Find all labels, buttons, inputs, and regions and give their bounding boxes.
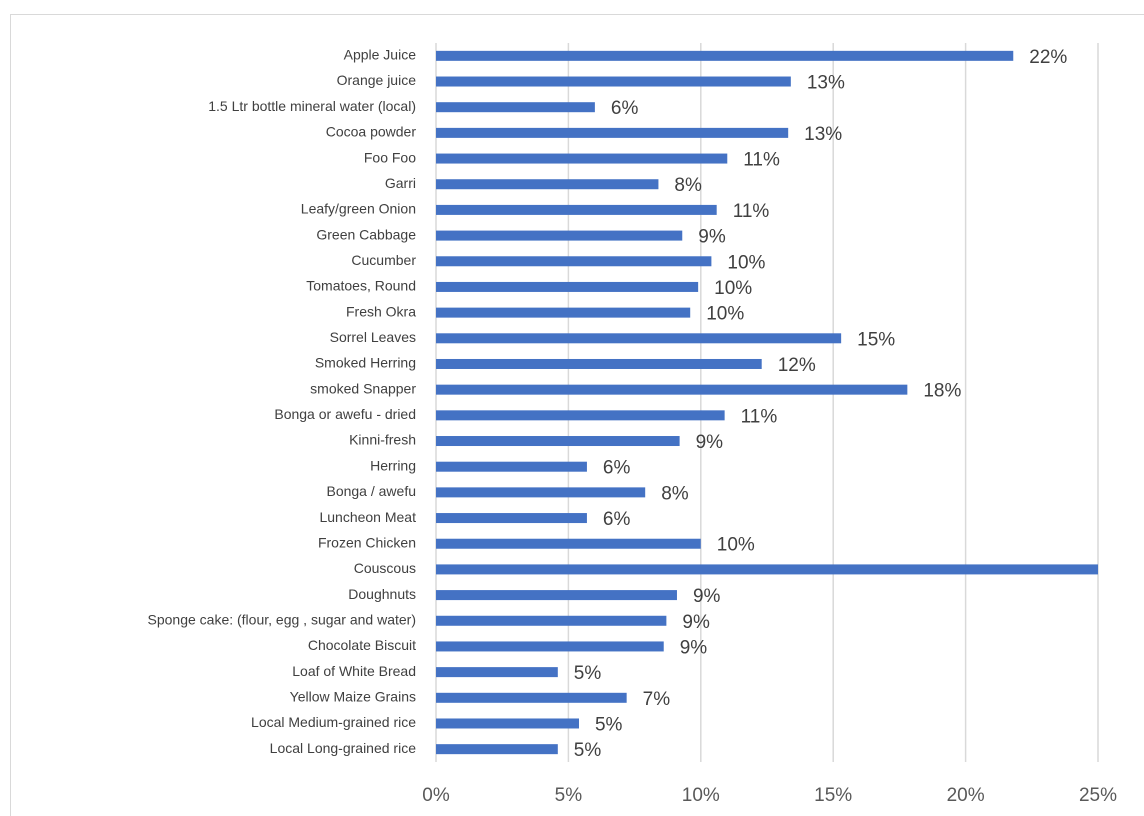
data-label: 8% <box>674 175 702 196</box>
y-tick-label: Fresh Okra <box>346 303 416 319</box>
bar <box>436 692 627 703</box>
y-tick-label: Apple Juice <box>344 47 417 63</box>
bar <box>436 564 1098 575</box>
bar <box>436 461 587 472</box>
bar <box>436 153 728 164</box>
y-tick-label: Loaf of White Bread <box>292 663 416 679</box>
y-tick-label: Cocoa powder <box>326 124 417 140</box>
x-tick-label: 15% <box>814 785 852 806</box>
bar <box>436 487 646 498</box>
data-label: 10% <box>717 535 755 556</box>
y-tick-label: Frozen Chicken <box>318 534 416 550</box>
y-tick-label: Local Long-grained rice <box>270 740 417 756</box>
y-tick-label: Garri <box>385 175 416 191</box>
data-label: 10% <box>727 252 765 273</box>
data-label: 11% <box>741 406 778 427</box>
x-tick-label: 10% <box>682 785 720 806</box>
data-label: 5% <box>595 714 623 735</box>
data-label: 13% <box>804 124 842 145</box>
bar <box>436 50 1014 61</box>
data-label: 11% <box>733 201 770 222</box>
bar <box>436 102 595 113</box>
bar <box>436 230 683 241</box>
data-label: 18% <box>923 381 961 402</box>
data-label: 10% <box>714 278 752 299</box>
y-tick-label: Orange juice <box>337 72 417 88</box>
x-tick-label: 25% <box>1079 785 1117 806</box>
y-tick-label: Bonga / awefu <box>326 483 416 499</box>
bar <box>436 615 667 626</box>
x-tick-label: 0% <box>422 785 450 806</box>
data-label: 10% <box>706 304 744 325</box>
y-tick-label: smoked Snapper <box>310 380 416 396</box>
data-label: 5% <box>574 740 602 761</box>
y-tick-label: Tomatoes, Round <box>306 278 416 294</box>
x-tick-label: 5% <box>555 785 583 806</box>
data-label: 9% <box>693 586 721 607</box>
data-label: 9% <box>680 637 708 658</box>
data-label: 9% <box>696 432 724 453</box>
y-tick-label: Herring <box>370 457 416 473</box>
data-label: 11% <box>743 150 780 171</box>
y-tick-label: Leafy/green Onion <box>301 201 416 217</box>
y-tick-label: Foo Foo <box>364 149 416 165</box>
data-label: 5% <box>574 663 602 684</box>
data-label: 15% <box>857 329 895 350</box>
x-tick-label: 20% <box>947 785 985 806</box>
y-tick-label: Kinni-fresh <box>349 432 416 448</box>
bar <box>436 76 791 87</box>
data-label: 8% <box>661 483 689 504</box>
bar <box>436 436 680 447</box>
y-tick-label: Smoked Herring <box>315 355 416 371</box>
data-label: 9% <box>682 612 710 633</box>
y-tick-label: Doughnuts <box>348 586 416 602</box>
y-tick-label: Local Medium-grained rice <box>251 714 416 730</box>
bar <box>436 127 789 138</box>
y-tick-label: Luncheon Meat <box>319 509 416 525</box>
bar <box>436 179 659 190</box>
data-label: 6% <box>603 458 631 479</box>
bar <box>436 744 558 755</box>
bar <box>436 718 579 729</box>
bar <box>436 384 908 395</box>
data-label: 7% <box>643 689 671 710</box>
bar <box>436 667 558 678</box>
bar <box>436 281 699 292</box>
y-tick-label: Cucumber <box>351 252 416 268</box>
y-tick-label: Chocolate Biscuit <box>308 637 416 653</box>
bar <box>436 538 701 549</box>
y-tick-label: Couscous <box>354 560 416 576</box>
y-tick-label: Sorrel Leaves <box>330 329 416 345</box>
bar <box>436 204 717 215</box>
data-label: 9% <box>698 227 726 248</box>
bar <box>436 358 762 369</box>
y-tick-label: Sponge cake: (flour, egg , sugar and wat… <box>148 611 417 627</box>
bar <box>436 307 691 318</box>
bar <box>436 410 725 421</box>
y-tick-label: Yellow Maize Grains <box>290 689 416 705</box>
data-label: 6% <box>603 509 631 530</box>
y-tick-label: Bonga or awefu - dried <box>274 406 416 422</box>
data-label: 6% <box>611 98 639 119</box>
bar <box>436 641 664 652</box>
y-tick-label: Green Cabbage <box>316 226 416 242</box>
bar <box>436 590 677 601</box>
data-label: 22% <box>1029 47 1067 68</box>
bar <box>436 333 842 344</box>
data-label: 12% <box>778 355 816 376</box>
data-label: 13% <box>807 73 845 94</box>
y-tick-label: 1.5 Ltr bottle mineral water (local) <box>208 98 416 114</box>
bar <box>436 256 712 267</box>
bar <box>436 513 587 524</box>
